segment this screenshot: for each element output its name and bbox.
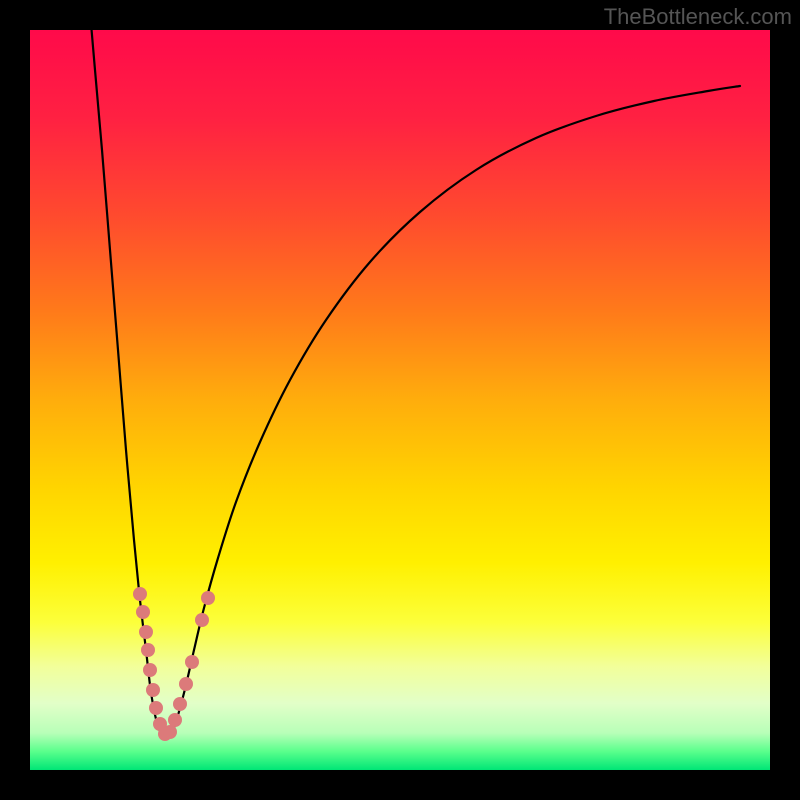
data-marker — [143, 663, 157, 677]
data-marker — [163, 725, 177, 739]
data-marker — [168, 713, 182, 727]
data-marker — [195, 613, 209, 627]
data-marker — [133, 587, 147, 601]
data-marker — [173, 697, 187, 711]
data-marker — [139, 625, 153, 639]
data-marker — [179, 677, 193, 691]
chart-container: TheBottleneck.com — [0, 0, 800, 800]
watermark-text: TheBottleneck.com — [604, 4, 792, 30]
gradient-background — [30, 30, 770, 770]
data-marker — [149, 701, 163, 715]
data-marker — [136, 605, 150, 619]
data-marker — [146, 683, 160, 697]
data-marker — [141, 643, 155, 657]
bottleneck-chart — [0, 0, 800, 800]
data-marker — [185, 655, 199, 669]
data-marker — [201, 591, 215, 605]
